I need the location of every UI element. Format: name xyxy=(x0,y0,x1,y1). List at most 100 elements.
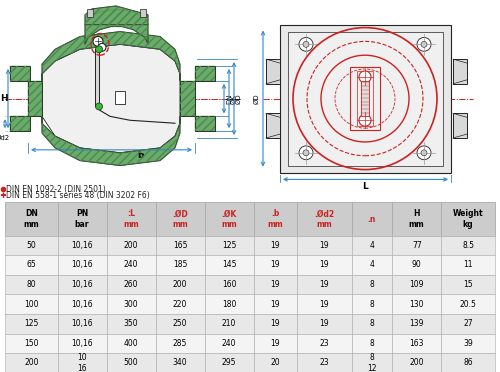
FancyBboxPatch shape xyxy=(254,255,296,275)
FancyBboxPatch shape xyxy=(5,353,58,372)
Text: 20.5: 20.5 xyxy=(460,300,476,309)
FancyBboxPatch shape xyxy=(5,314,58,334)
Text: 260: 260 xyxy=(124,280,138,289)
FancyBboxPatch shape xyxy=(441,235,495,255)
Polygon shape xyxy=(42,44,180,153)
Text: 4: 4 xyxy=(370,241,374,250)
Text: ØD: ØD xyxy=(254,93,260,104)
FancyBboxPatch shape xyxy=(392,235,441,255)
Text: 8.5: 8.5 xyxy=(462,241,474,250)
Text: DIN EN 558-1 series 48 (DIN 3202 F6): DIN EN 558-1 series 48 (DIN 3202 F6) xyxy=(6,191,150,200)
Text: 285: 285 xyxy=(173,339,188,348)
FancyBboxPatch shape xyxy=(296,202,352,235)
FancyBboxPatch shape xyxy=(106,235,156,255)
Text: 50: 50 xyxy=(26,241,36,250)
Polygon shape xyxy=(280,25,451,173)
FancyBboxPatch shape xyxy=(106,353,156,372)
FancyBboxPatch shape xyxy=(156,255,204,275)
FancyBboxPatch shape xyxy=(254,314,296,334)
FancyBboxPatch shape xyxy=(156,294,204,314)
FancyBboxPatch shape xyxy=(58,314,106,334)
FancyBboxPatch shape xyxy=(392,353,441,372)
Text: 130: 130 xyxy=(410,300,424,309)
Text: 400: 400 xyxy=(124,339,138,348)
Text: 10
16: 10 16 xyxy=(78,353,87,372)
Text: 145: 145 xyxy=(222,260,236,269)
FancyBboxPatch shape xyxy=(204,255,254,275)
FancyBboxPatch shape xyxy=(441,202,495,235)
Text: 139: 139 xyxy=(410,319,424,328)
Text: H
mm: H mm xyxy=(409,209,424,229)
Text: 10,16: 10,16 xyxy=(72,280,93,289)
FancyBboxPatch shape xyxy=(106,294,156,314)
Text: ØK: ØK xyxy=(231,94,237,103)
Text: 220: 220 xyxy=(173,300,188,309)
FancyBboxPatch shape xyxy=(296,353,352,372)
FancyBboxPatch shape xyxy=(58,275,106,294)
FancyBboxPatch shape xyxy=(392,334,441,353)
Text: .ØD
mm: .ØD mm xyxy=(172,209,188,229)
FancyBboxPatch shape xyxy=(156,275,204,294)
Text: H: H xyxy=(0,94,8,103)
Text: 77: 77 xyxy=(412,241,422,250)
Text: :L
mm: :L mm xyxy=(123,209,139,229)
Text: 240: 240 xyxy=(222,339,236,348)
Circle shape xyxy=(421,41,427,47)
Text: 10,16: 10,16 xyxy=(72,300,93,309)
Text: 19: 19 xyxy=(320,300,329,309)
Text: 10,16: 10,16 xyxy=(72,260,93,269)
Text: 27: 27 xyxy=(464,319,473,328)
Polygon shape xyxy=(266,113,280,138)
FancyBboxPatch shape xyxy=(156,353,204,372)
Text: DN: DN xyxy=(226,93,232,104)
FancyBboxPatch shape xyxy=(204,275,254,294)
FancyBboxPatch shape xyxy=(254,353,296,372)
FancyBboxPatch shape xyxy=(392,275,441,294)
Polygon shape xyxy=(140,9,146,17)
FancyBboxPatch shape xyxy=(156,314,204,334)
FancyBboxPatch shape xyxy=(5,334,58,353)
Text: 10,16: 10,16 xyxy=(72,241,93,250)
Text: 210: 210 xyxy=(222,319,236,328)
Text: .n: .n xyxy=(368,215,376,224)
FancyBboxPatch shape xyxy=(392,294,441,314)
FancyBboxPatch shape xyxy=(352,202,392,235)
Circle shape xyxy=(96,46,102,53)
FancyBboxPatch shape xyxy=(58,294,106,314)
Text: 200: 200 xyxy=(410,358,424,368)
FancyBboxPatch shape xyxy=(441,353,495,372)
FancyBboxPatch shape xyxy=(441,314,495,334)
Text: 150: 150 xyxy=(24,339,38,348)
FancyBboxPatch shape xyxy=(254,275,296,294)
FancyBboxPatch shape xyxy=(352,235,392,255)
Text: 86: 86 xyxy=(464,358,473,368)
Text: 8: 8 xyxy=(370,319,374,328)
FancyBboxPatch shape xyxy=(352,314,392,334)
Text: 250: 250 xyxy=(173,319,188,328)
FancyBboxPatch shape xyxy=(296,334,352,353)
FancyBboxPatch shape xyxy=(352,334,392,353)
FancyBboxPatch shape xyxy=(5,294,58,314)
Text: 11: 11 xyxy=(464,260,473,269)
Text: 65: 65 xyxy=(26,260,36,269)
FancyBboxPatch shape xyxy=(441,294,495,314)
Polygon shape xyxy=(28,81,42,116)
FancyBboxPatch shape xyxy=(254,294,296,314)
Polygon shape xyxy=(42,116,180,166)
Text: ØD: ØD xyxy=(236,93,242,104)
FancyBboxPatch shape xyxy=(352,353,392,372)
Text: 200: 200 xyxy=(124,241,138,250)
Polygon shape xyxy=(195,116,215,131)
Text: 23: 23 xyxy=(320,358,329,368)
FancyBboxPatch shape xyxy=(156,202,204,235)
FancyBboxPatch shape xyxy=(204,202,254,235)
Circle shape xyxy=(359,114,371,126)
FancyBboxPatch shape xyxy=(441,255,495,275)
Text: Weight
kg: Weight kg xyxy=(453,209,484,229)
FancyBboxPatch shape xyxy=(441,334,495,353)
FancyBboxPatch shape xyxy=(5,202,58,235)
Text: 19: 19 xyxy=(320,319,329,328)
Polygon shape xyxy=(266,59,280,84)
Text: 19: 19 xyxy=(320,260,329,269)
FancyBboxPatch shape xyxy=(254,235,296,255)
